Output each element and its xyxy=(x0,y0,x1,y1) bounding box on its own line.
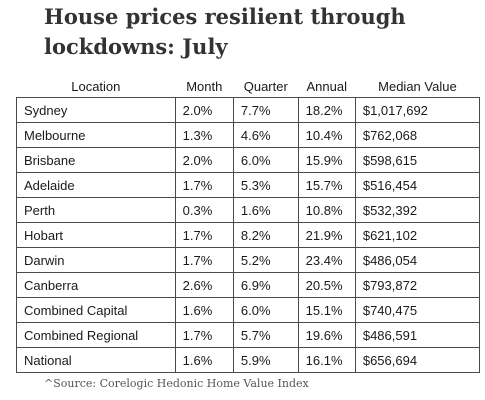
cell-quarter: 7.7% xyxy=(232,97,299,123)
cell-annual: 18.2% xyxy=(297,97,356,123)
cell-location: Melbourne xyxy=(16,122,176,148)
cell-month: 2.6% xyxy=(174,272,234,298)
cell-location: Sydney xyxy=(16,97,176,123)
cell-median-value: $1,017,692 xyxy=(354,97,481,123)
cell-annual: 21.9% xyxy=(297,222,356,248)
cell-month: 0.3% xyxy=(174,197,234,223)
cell-median-value: $621,102 xyxy=(354,222,481,248)
table-body: Sydney 2.0% 7.7% 18.2% $1,017,692 Melbourne 1.… xyxy=(16,97,481,373)
cell-location: Adelaide xyxy=(16,172,176,198)
cell-quarter: 5.9% xyxy=(232,347,299,373)
cell-location: National xyxy=(16,347,176,373)
cell-median-value: $793,872 xyxy=(354,272,481,298)
cell-annual: 15.9% xyxy=(297,147,356,173)
cell-median-value: $486,054 xyxy=(354,247,481,273)
cell-quarter: 4.6% xyxy=(232,122,299,148)
cell-month: 2.0% xyxy=(174,97,234,123)
cell-quarter: 6.9% xyxy=(232,272,299,298)
cell-quarter: 8.2% xyxy=(232,222,299,248)
cell-median-value: $486,591 xyxy=(354,322,481,348)
cell-month: 1.7% xyxy=(174,247,234,273)
cell-quarter: 5.2% xyxy=(232,247,299,273)
cell-annual: 20.5% xyxy=(297,272,356,298)
cell-median-value: $598,615 xyxy=(354,147,481,173)
cell-annual: 10.8% xyxy=(297,197,356,223)
cell-location: Brisbane xyxy=(16,147,176,173)
cell-annual: 10.4% xyxy=(297,122,356,148)
cell-month: 1.3% xyxy=(174,122,234,148)
cell-month: 1.7% xyxy=(174,172,234,198)
cell-quarter: 6.0% xyxy=(232,297,299,323)
header-month: Month xyxy=(186,78,223,94)
cell-median-value: $762,068 xyxy=(354,122,481,148)
cell-quarter: 1.6% xyxy=(232,197,299,223)
table-row: Sydney 2.0% 7.7% 18.2% $1,017,692 xyxy=(16,97,481,123)
cell-annual: 16.1% xyxy=(297,347,356,373)
cell-month: 1.7% xyxy=(174,222,234,248)
house-price-table: Location Month Quarter Annual Median Val… xyxy=(16,75,481,373)
cell-median-value: $516,454 xyxy=(354,172,481,198)
table-row: Adelaide 1.7% 5.3% 15.7% $516,454 xyxy=(16,172,481,198)
cell-location: Combined Regional xyxy=(16,322,176,348)
cell-quarter: 6.0% xyxy=(232,147,299,173)
cell-month: 1.7% xyxy=(174,322,234,348)
header-quarter: Quarter xyxy=(243,78,288,94)
cell-annual: 15.7% xyxy=(297,172,356,198)
table-row: Perth 0.3% 1.6% 10.8% $532,392 xyxy=(16,197,481,223)
cell-location: Combined Capital xyxy=(16,297,176,323)
cell-month: 2.0% xyxy=(174,147,234,173)
cell-median-value: $532,392 xyxy=(354,197,481,223)
cell-location: Hobart xyxy=(16,222,176,248)
header-location: Location xyxy=(71,78,121,94)
cell-location: Darwin xyxy=(16,247,176,273)
table-row: Brisbane 2.0% 6.0% 15.9% $598,615 xyxy=(16,147,481,173)
header-annual: Annual xyxy=(306,78,347,94)
source-note: ^Source: Corelogic Hedonic Home Value In… xyxy=(44,377,309,390)
cell-month: 1.6% xyxy=(174,297,234,323)
cell-median-value: $656,694 xyxy=(354,347,481,373)
table-row: Hobart 1.7% 8.2% 21.9% $621,102 xyxy=(16,222,481,248)
cell-median-value: $740,475 xyxy=(354,297,481,323)
header-median-value: Median Value xyxy=(378,78,457,94)
cell-quarter: 5.3% xyxy=(232,172,299,198)
table-row: Canberra 2.6% 6.9% 20.5% $793,872 xyxy=(16,272,481,298)
cell-annual: 23.4% xyxy=(297,247,356,273)
article-title: House prices resilient through lockdowns… xyxy=(44,4,406,59)
table-row: Melbourne 1.3% 4.6% 10.4% $762,068 xyxy=(16,122,481,148)
table-row: National 1.6% 5.9% 16.1% $656,694 xyxy=(16,347,481,373)
table-header-row: Location Month Quarter Annual Median Val… xyxy=(17,75,480,98)
cell-quarter: 5.7% xyxy=(232,322,299,348)
table-row: Combined Regional 1.7% 5.7% 19.6% $486,591 xyxy=(16,322,481,348)
cell-annual: 15.1% xyxy=(297,297,356,323)
cell-month: 1.6% xyxy=(174,347,234,373)
cell-location: Canberra xyxy=(16,272,176,298)
cell-location: Perth xyxy=(16,197,176,223)
table-row: Darwin 1.7% 5.2% 23.4% $486,054 xyxy=(16,247,481,273)
cell-annual: 19.6% xyxy=(297,322,356,348)
table-row: Combined Capital 1.6% 6.0% 15.1% $740,475 xyxy=(16,297,481,323)
